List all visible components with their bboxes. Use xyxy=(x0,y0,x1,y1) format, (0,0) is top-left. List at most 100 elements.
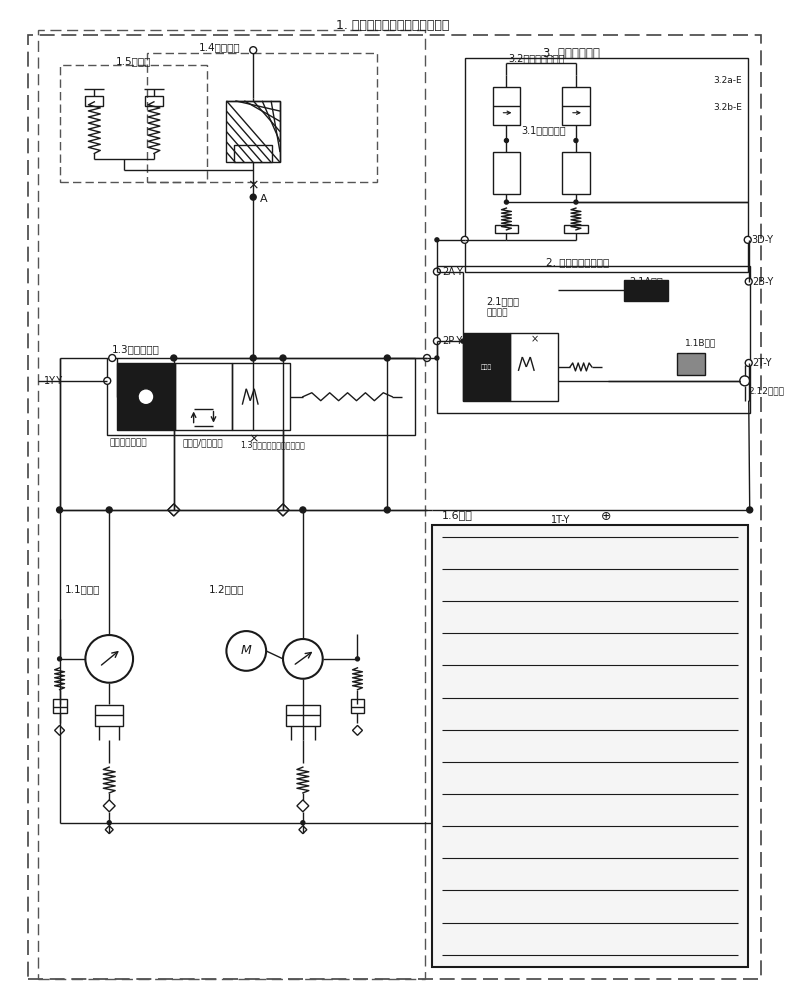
Polygon shape xyxy=(105,826,113,834)
Circle shape xyxy=(574,139,578,143)
Text: 2.12安全阀: 2.12安全阀 xyxy=(749,386,785,395)
Text: ×: × xyxy=(248,432,259,445)
Text: 1.6油池: 1.6油池 xyxy=(442,510,473,520)
Circle shape xyxy=(435,356,439,360)
Bar xyxy=(562,87,590,125)
Bar xyxy=(494,225,518,233)
Circle shape xyxy=(505,139,509,143)
Bar xyxy=(85,96,104,106)
Bar xyxy=(59,65,206,182)
Circle shape xyxy=(171,355,176,361)
Polygon shape xyxy=(168,504,180,516)
Circle shape xyxy=(250,194,256,200)
Text: 2.1控制阀: 2.1控制阀 xyxy=(486,296,520,306)
Bar xyxy=(226,101,280,162)
Circle shape xyxy=(57,507,62,513)
Circle shape xyxy=(461,236,468,243)
Circle shape xyxy=(433,268,441,275)
Bar xyxy=(465,58,747,272)
Circle shape xyxy=(58,508,62,512)
Text: 1.1B旋钮: 1.1B旋钮 xyxy=(685,339,717,348)
Bar xyxy=(38,30,425,979)
Circle shape xyxy=(574,200,578,204)
Circle shape xyxy=(172,356,176,360)
Bar xyxy=(350,699,365,713)
Text: 2. 换电控制阀组模块: 2. 换电控制阀组模块 xyxy=(546,257,609,267)
Circle shape xyxy=(384,355,390,361)
Text: 1Y-Y: 1Y-Y xyxy=(44,376,62,386)
Text: ×: × xyxy=(248,178,259,192)
Circle shape xyxy=(280,507,286,513)
Text: 3. 换电锁止模块: 3. 换电锁止模块 xyxy=(543,47,600,60)
Bar xyxy=(234,145,272,162)
Polygon shape xyxy=(299,826,307,834)
Circle shape xyxy=(138,389,154,405)
Circle shape xyxy=(171,507,176,513)
Text: A: A xyxy=(260,194,268,204)
Bar xyxy=(108,358,415,435)
Circle shape xyxy=(280,355,286,361)
Polygon shape xyxy=(277,504,289,516)
Bar xyxy=(147,53,377,182)
Text: 1. 驾驶室单柱塞缸举升翻转系统: 1. 驾驶室单柱塞缸举升翻转系统 xyxy=(335,19,449,32)
Circle shape xyxy=(58,657,62,661)
Circle shape xyxy=(250,47,257,54)
Bar xyxy=(623,280,668,301)
Circle shape xyxy=(300,507,306,513)
Text: 3.2a-E: 3.2a-E xyxy=(713,76,742,85)
Polygon shape xyxy=(297,800,308,812)
Text: 2P-Y: 2P-Y xyxy=(442,336,462,346)
Circle shape xyxy=(171,507,176,513)
Bar xyxy=(463,333,510,401)
Circle shape xyxy=(283,639,323,679)
Circle shape xyxy=(745,278,752,285)
Text: （单柱塞举升）: （单柱塞举升） xyxy=(109,438,147,447)
Circle shape xyxy=(85,635,133,683)
Circle shape xyxy=(355,657,359,661)
Circle shape xyxy=(505,200,509,204)
Circle shape xyxy=(108,821,112,825)
Circle shape xyxy=(433,338,441,345)
Text: 2.1A线圈: 2.1A线圈 xyxy=(630,277,664,287)
Text: 3D-Y: 3D-Y xyxy=(751,235,774,245)
Text: 1.3举升换向阀: 1.3举升换向阀 xyxy=(112,344,160,354)
Text: 1.1手动泵: 1.1手动泵 xyxy=(65,584,100,594)
Text: 工作位: 工作位 xyxy=(139,393,153,400)
Bar xyxy=(233,363,290,430)
Text: ×: × xyxy=(530,334,539,344)
Bar xyxy=(562,152,590,194)
Bar xyxy=(117,363,175,430)
Text: 1.2电动泵: 1.2电动泵 xyxy=(209,584,244,594)
Circle shape xyxy=(104,377,111,384)
Text: 2B-Y: 2B-Y xyxy=(753,277,774,287)
Circle shape xyxy=(435,238,439,242)
Bar xyxy=(145,96,163,106)
Text: （常位）: （常位） xyxy=(486,309,508,318)
Circle shape xyxy=(745,359,752,366)
Text: 2A-Y: 2A-Y xyxy=(442,267,463,277)
Text: 3.2柱塞缸状态开关: 3.2柱塞缸状态开关 xyxy=(508,53,565,63)
Text: 1.4举升油缸: 1.4举升油缸 xyxy=(199,42,240,52)
Circle shape xyxy=(384,507,390,513)
Text: 3.2b-E: 3.2b-E xyxy=(713,103,742,112)
Bar xyxy=(432,525,747,967)
Circle shape xyxy=(740,376,750,386)
Circle shape xyxy=(108,355,115,361)
Bar xyxy=(286,705,320,726)
Text: ⊕: ⊕ xyxy=(600,510,611,523)
Text: 1.3举升换向阀位置信号开关: 1.3举升换向阀位置信号开关 xyxy=(240,440,305,449)
Text: 工作位: 工作位 xyxy=(481,364,492,370)
Bar xyxy=(437,266,750,413)
Text: （常位/下降位）: （常位/下降位） xyxy=(183,438,223,447)
Polygon shape xyxy=(168,504,180,516)
Bar xyxy=(53,699,66,713)
Bar xyxy=(175,363,233,430)
Bar xyxy=(564,225,588,233)
Circle shape xyxy=(106,507,112,513)
Circle shape xyxy=(460,339,465,343)
Circle shape xyxy=(747,507,753,513)
Circle shape xyxy=(280,507,286,513)
Circle shape xyxy=(226,631,266,671)
Bar xyxy=(677,353,705,375)
Text: 1T-Y: 1T-Y xyxy=(551,515,570,525)
